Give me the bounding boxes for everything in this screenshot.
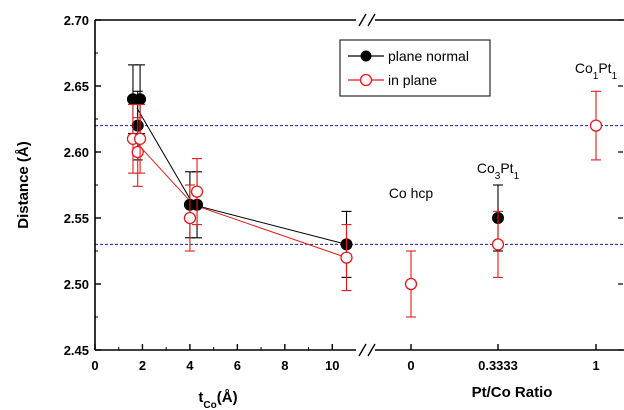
legend: plane normal in plane bbox=[339, 39, 491, 97]
annotation-subscript: 3 bbox=[495, 171, 501, 182]
y-tick-label: 2.50 bbox=[64, 277, 89, 292]
axis-break-top bbox=[358, 13, 367, 27]
data-point bbox=[190, 185, 204, 198]
annotation-subscript: 1 bbox=[593, 70, 599, 81]
data-point bbox=[589, 119, 603, 132]
annotation-text: Pt bbox=[500, 160, 513, 176]
data-point bbox=[133, 132, 147, 145]
y-tick-label: 2.65 bbox=[64, 79, 89, 94]
series-line bbox=[136, 142, 347, 259]
annotation-text: Co bbox=[477, 160, 495, 176]
annotation-label: Co3Pt1 bbox=[477, 160, 520, 182]
axis-break-bottom bbox=[358, 343, 367, 357]
axis-break-bottom bbox=[367, 343, 376, 357]
axis-titles: Distance (Å)tCo(Å) Pt/Co Ratio bbox=[15, 141, 552, 410]
x-tick-label: 6 bbox=[234, 358, 241, 373]
category-tick-label: 0 bbox=[407, 358, 414, 373]
category-tick-label: 0.3333 bbox=[478, 358, 518, 373]
data-point bbox=[404, 277, 418, 291]
x-tick-label: 2 bbox=[139, 358, 146, 373]
data-point bbox=[183, 211, 197, 225]
series-line bbox=[136, 107, 347, 245]
data-point bbox=[340, 251, 353, 264]
series-layer bbox=[126, 64, 603, 318]
y-tick-label: 2.45 bbox=[64, 343, 89, 358]
reference-lines bbox=[95, 125, 624, 245]
x-axis-title-right: Pt/Co Ratio bbox=[472, 384, 553, 401]
data-point bbox=[131, 145, 144, 159]
annotation-subscript: 1 bbox=[612, 70, 618, 81]
legend-label: plane normal bbox=[388, 48, 469, 64]
x-tick-label: 10 bbox=[325, 358, 339, 373]
legend-box bbox=[339, 39, 491, 97]
category-tick-label: 1 bbox=[592, 358, 599, 373]
y-tick-label: 2.60 bbox=[64, 145, 89, 160]
annotation-subscript: 1 bbox=[514, 171, 520, 182]
legend-marker bbox=[359, 73, 373, 87]
x-tick-label: 8 bbox=[281, 358, 288, 373]
axis-break-top bbox=[367, 13, 376, 27]
legend-label: in plane bbox=[388, 72, 437, 88]
annotation-label: Co1Pt1 bbox=[575, 60, 618, 82]
ticks: 2.45 2.50 2.55 2.60 2.65 2.70 0 2 4 6 8 10 0 0.3333 1 bbox=[64, 13, 623, 373]
x-axis-title-left: tCo(Å) bbox=[198, 389, 237, 410]
x-tick-label: 4 bbox=[186, 358, 194, 373]
data-point bbox=[134, 93, 147, 106]
annotation-text: Pt bbox=[598, 60, 611, 76]
y-tick-label: 2.70 bbox=[64, 13, 89, 28]
y-tick-label: 2.55 bbox=[64, 211, 89, 226]
x-tick-label: 0 bbox=[91, 358, 98, 373]
annotation-label: Co hcp bbox=[389, 185, 434, 201]
x-axis-title-subscript: Co bbox=[203, 400, 216, 410]
x-axis-title-text: t bbox=[198, 389, 203, 406]
data-point bbox=[491, 238, 505, 251]
legend-marker bbox=[360, 50, 372, 62]
y-axis-title: Distance (Å) bbox=[15, 141, 32, 229]
annotation-text: Co bbox=[575, 60, 593, 76]
x-axis-title-text: (Å) bbox=[217, 389, 238, 406]
